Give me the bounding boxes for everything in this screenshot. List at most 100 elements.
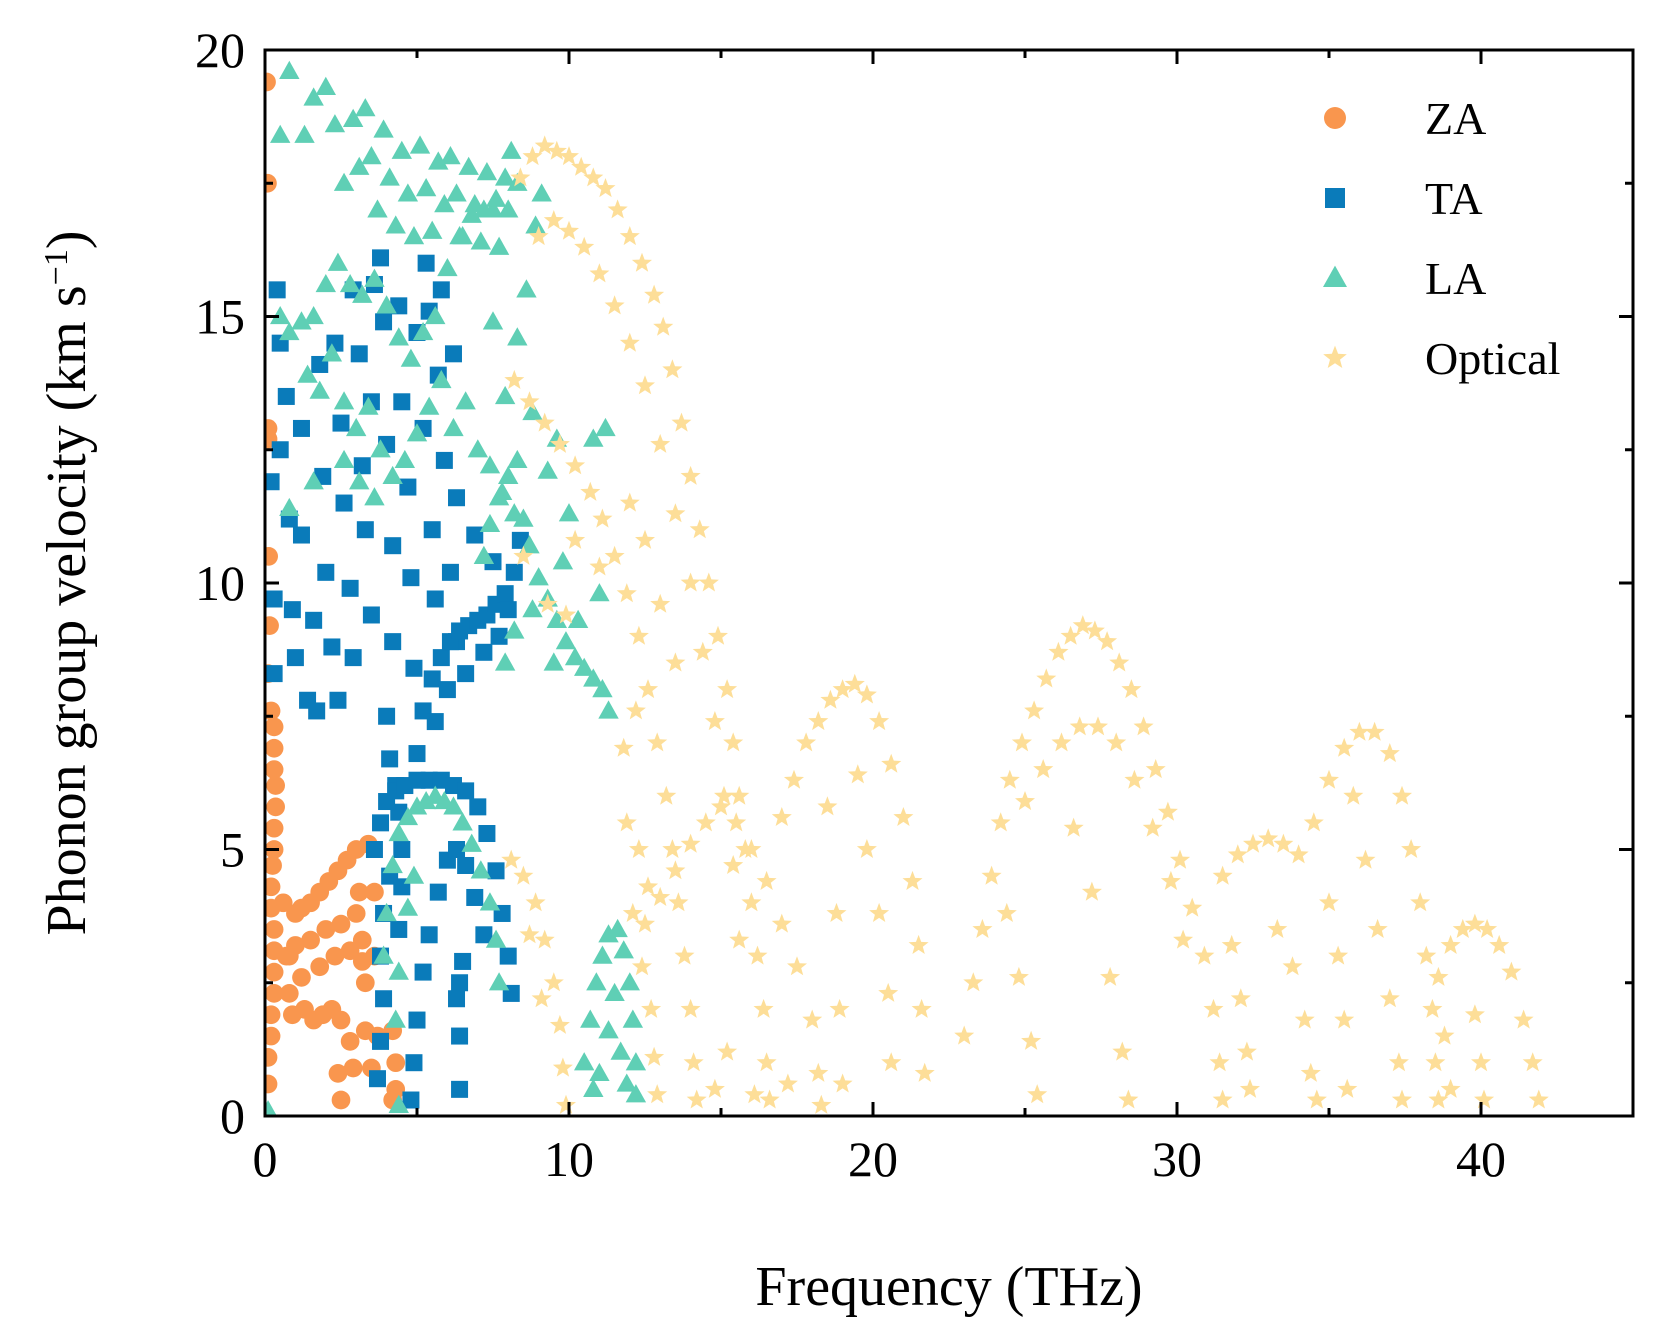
data-point-optical	[744, 1084, 765, 1104]
data-point-optical	[650, 886, 671, 906]
x-tick-label: 30	[1152, 1131, 1202, 1187]
data-point-la	[625, 1084, 647, 1103]
data-point-za	[301, 930, 320, 950]
legend-item-za: ZA	[1324, 93, 1486, 144]
data-point-optical	[1489, 934, 1510, 954]
data-point-ta	[332, 414, 350, 432]
data-point-ta	[451, 1027, 469, 1045]
data-point-la	[315, 273, 336, 293]
data-point-ta	[365, 841, 383, 858]
data-point-la	[339, 273, 361, 293]
data-point-optical	[1027, 1084, 1048, 1104]
data-point-optical	[1203, 998, 1224, 1018]
data-point-za	[265, 877, 281, 897]
data-point-optical	[1230, 988, 1251, 1008]
data-point-la	[485, 929, 507, 948]
data-point-optical	[522, 146, 543, 166]
data-point-ta	[499, 601, 517, 619]
data-point-la	[498, 199, 519, 218]
data-point-ta	[375, 990, 393, 1008]
data-point-za	[265, 856, 282, 875]
data-point-za	[331, 1010, 351, 1030]
data-point-optical	[695, 812, 716, 832]
data-point-optical	[1282, 956, 1303, 976]
data-point-la	[616, 1073, 637, 1092]
data-point-optical	[963, 972, 984, 992]
data-point-optical	[559, 146, 579, 166]
data-point-ta	[372, 814, 390, 832]
data-point-optical	[756, 870, 777, 890]
data-point-la	[501, 140, 522, 159]
data-point-optical	[1109, 652, 1130, 672]
data-point-ta	[432, 649, 450, 667]
data-point-optical	[1388, 1052, 1409, 1072]
data-point-ta	[265, 590, 283, 608]
data-point-la	[494, 652, 516, 671]
data-point-la	[598, 700, 619, 719]
data-point-optical	[869, 711, 890, 731]
data-point-optical	[1410, 892, 1431, 912]
data-point-optical	[528, 226, 549, 246]
data-point-la	[397, 897, 419, 916]
data-point-optical	[513, 545, 534, 565]
data-point-optical	[686, 1089, 707, 1109]
data-point-la	[415, 178, 437, 197]
data-point-optical	[954, 1025, 975, 1045]
data-point-la	[458, 156, 479, 175]
data-point-optical	[1364, 721, 1385, 741]
data-point-optical	[1300, 1062, 1321, 1082]
data-point-optical	[674, 945, 695, 965]
y-axis-label: Phonon group velocity (km s−1)	[36, 230, 98, 935]
data-point-za	[292, 968, 311, 987]
data-point-ta	[271, 441, 289, 459]
data-point-za	[265, 1074, 278, 1094]
data-point-optical	[534, 929, 555, 949]
data-point-optical	[1306, 1089, 1327, 1109]
data-point-optical	[1391, 1089, 1412, 1109]
data-point-optical	[756, 1052, 777, 1072]
data-point-optical	[856, 839, 877, 858]
data-point-optical	[1212, 865, 1233, 885]
data-point-optical	[1036, 668, 1057, 688]
data-point-optical	[653, 316, 674, 336]
data-point-optical	[1015, 791, 1035, 811]
data-point-la	[352, 284, 373, 303]
data-point-za	[343, 1058, 363, 1078]
data-point-la	[440, 146, 461, 165]
data-point-optical	[628, 625, 649, 645]
data-point-ta	[393, 841, 411, 858]
data-point-optical	[1084, 620, 1105, 640]
data-point-optical	[723, 855, 744, 874]
data-point-optical	[1273, 833, 1294, 853]
data-point-ta	[429, 883, 447, 901]
data-point-optical	[990, 812, 1011, 832]
data-point-la	[504, 620, 525, 639]
data-point-optical	[996, 902, 1017, 922]
data-point-za	[266, 776, 285, 795]
data-point-la	[537, 460, 558, 479]
data-point-la	[279, 497, 300, 517]
data-point-la	[364, 487, 385, 506]
data-point-optical	[808, 1062, 829, 1082]
data-point-za	[279, 946, 299, 966]
series-za	[265, 72, 406, 1110]
data-point-optical	[1142, 817, 1163, 837]
y-tick-label: 5	[220, 822, 245, 878]
data-point-ta	[475, 926, 493, 944]
data-point-la	[580, 1009, 601, 1028]
data-point-la	[525, 215, 546, 234]
data-point-ta	[408, 745, 426, 763]
data-point-za	[265, 760, 284, 779]
data-point-za	[346, 904, 366, 923]
data-point-optical	[1401, 839, 1422, 858]
data-point-optical	[641, 998, 662, 1018]
data-point-za	[265, 616, 279, 635]
data-point-optical	[698, 572, 719, 592]
data-point-la	[619, 972, 640, 991]
data-point-optical	[893, 807, 914, 826]
data-point-optical	[826, 902, 847, 922]
data-point-optical	[1087, 716, 1108, 736]
data-point-optical	[665, 503, 686, 523]
data-point-la	[388, 961, 409, 980]
data-point-optical	[1112, 1041, 1133, 1061]
